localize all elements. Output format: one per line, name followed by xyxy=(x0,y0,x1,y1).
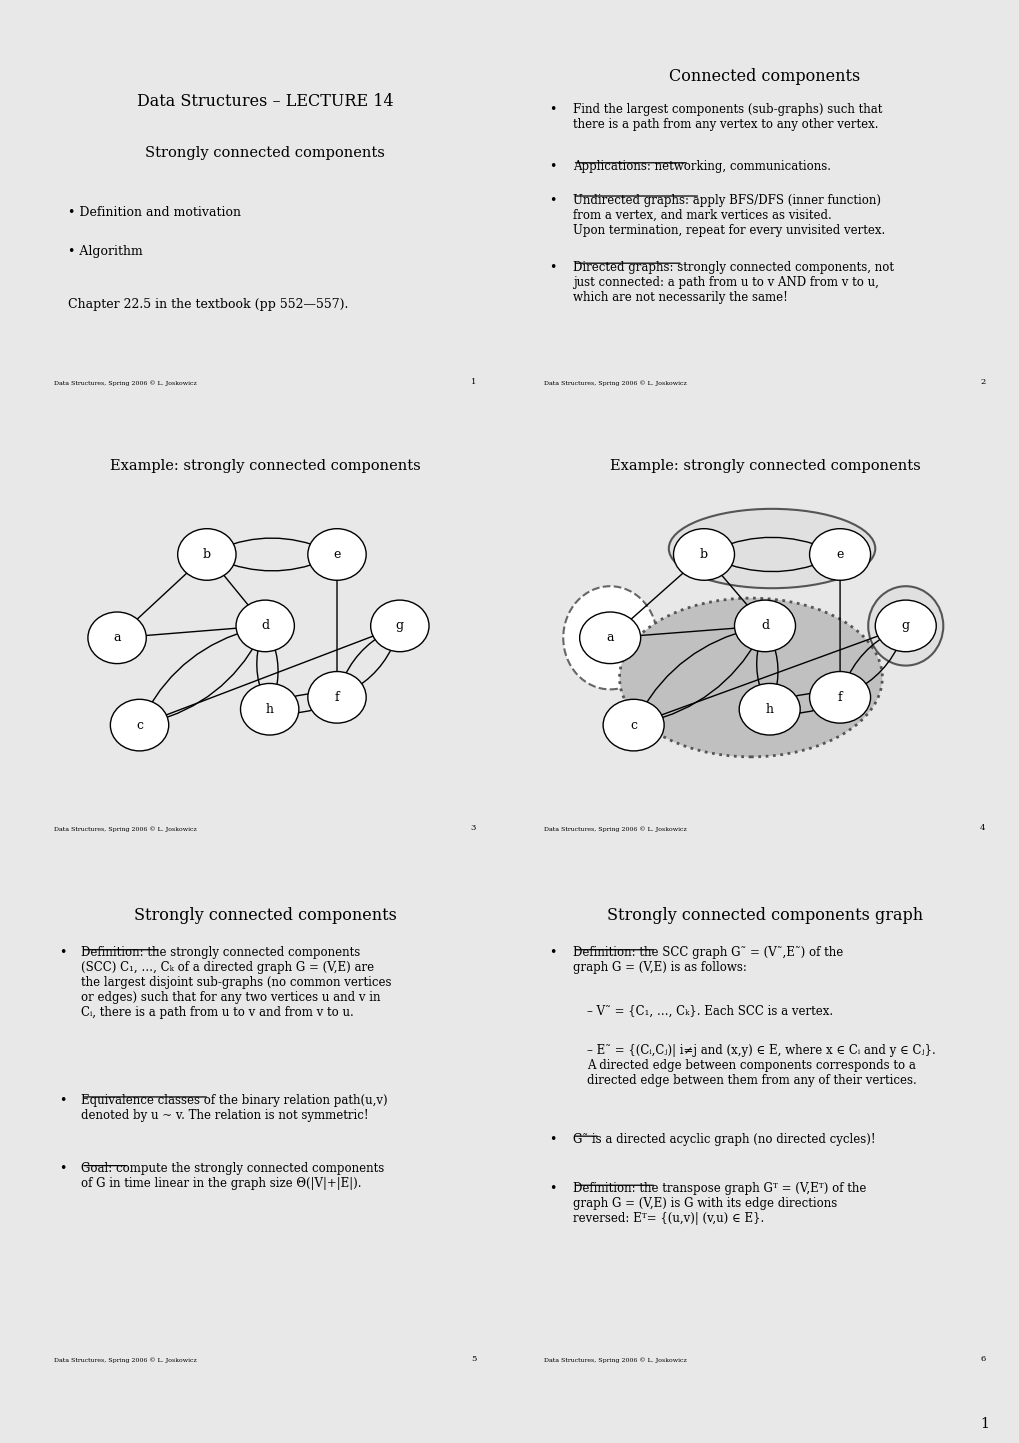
Text: Data Structures, Spring 2006 © L. Joskowicz: Data Structures, Spring 2006 © L. Joskow… xyxy=(54,1358,197,1364)
Text: Find the largest components (sub-graphs) such that
there is a path from any vert: Find the largest components (sub-graphs)… xyxy=(572,104,881,131)
Circle shape xyxy=(809,671,870,723)
Text: Connected components: Connected components xyxy=(668,68,860,85)
Text: 3: 3 xyxy=(471,824,476,833)
Text: •: • xyxy=(548,193,556,206)
Text: a: a xyxy=(606,631,613,645)
Text: 2: 2 xyxy=(979,378,984,387)
Circle shape xyxy=(673,528,734,580)
Text: Chapter 22.5 in the textbook (pp 552—557).: Chapter 22.5 in the textbook (pp 552—557… xyxy=(67,297,347,310)
Circle shape xyxy=(734,600,795,652)
Text: c: c xyxy=(136,719,143,732)
Text: 4: 4 xyxy=(979,824,984,833)
Text: Directed graphs: strongly connected components, not
just connected: a path from : Directed graphs: strongly connected comp… xyxy=(572,261,893,303)
Text: Data Structures, Spring 2006 © L. Joskowicz: Data Structures, Spring 2006 © L. Joskow… xyxy=(54,827,197,833)
Text: • Algorithm: • Algorithm xyxy=(67,245,143,258)
Text: •: • xyxy=(548,104,556,117)
Text: – V˜ = {C₁, …, Cₖ}. Each SCC is a vertex.: – V˜ = {C₁, …, Cₖ}. Each SCC is a vertex… xyxy=(586,1006,832,1019)
Text: Equivalence classes of the binary relation path(u,v)
denoted by u ~ v. The relat: Equivalence classes of the binary relati… xyxy=(82,1094,387,1121)
Text: Undirected graphs: apply BFS/DFS (inner function)
from a vertex, and mark vertic: Undirected graphs: apply BFS/DFS (inner … xyxy=(572,193,884,237)
Text: G˜ is a directed acyclic graph (no directed cycles)!: G˜ is a directed acyclic graph (no direc… xyxy=(572,1133,874,1146)
Text: b: b xyxy=(203,548,211,561)
Text: •: • xyxy=(59,1094,66,1107)
Ellipse shape xyxy=(668,509,874,589)
Text: 6: 6 xyxy=(979,1355,984,1364)
Text: 1: 1 xyxy=(471,378,476,387)
Text: Definition: the strongly connected components
(SCC) C₁, …, Cₖ of a directed grap: Definition: the strongly connected compo… xyxy=(82,947,391,1019)
Ellipse shape xyxy=(562,586,656,690)
Text: d: d xyxy=(261,619,269,632)
Text: c: c xyxy=(630,719,637,732)
Circle shape xyxy=(602,700,663,750)
Circle shape xyxy=(370,600,429,652)
Text: • Definition and motivation: • Definition and motivation xyxy=(67,206,240,219)
Circle shape xyxy=(110,700,168,750)
Text: g: g xyxy=(395,619,404,632)
Ellipse shape xyxy=(867,586,943,665)
Circle shape xyxy=(88,612,146,664)
Text: e: e xyxy=(836,548,843,561)
Text: •: • xyxy=(548,160,556,173)
Text: h: h xyxy=(265,703,273,716)
Text: •: • xyxy=(548,1133,556,1146)
Text: Definition: the SCC graph G˜ = (V˜,E˜) of the
graph G = (V,E) is as follows:: Definition: the SCC graph G˜ = (V˜,E˜) o… xyxy=(572,947,842,974)
Text: 1: 1 xyxy=(979,1417,988,1431)
Circle shape xyxy=(739,684,800,734)
Text: •: • xyxy=(548,947,556,960)
Text: – E˜ = {(Cᵢ,Cⱼ)| i≠j and (x,y) ∈ E, where x ∈ Cᵢ and y ∈ Cⱼ}.
A directed edge be: – E˜ = {(Cᵢ,Cⱼ)| i≠j and (x,y) ∈ E, wher… xyxy=(586,1045,934,1088)
Text: •: • xyxy=(59,947,66,960)
Text: Example: strongly connected components: Example: strongly connected components xyxy=(110,459,420,473)
Text: Strongly connected components: Strongly connected components xyxy=(145,146,385,160)
Text: a: a xyxy=(113,631,120,645)
Text: 5: 5 xyxy=(471,1355,476,1364)
Text: g: g xyxy=(901,619,909,632)
Text: b: b xyxy=(699,548,707,561)
Circle shape xyxy=(308,528,366,580)
Text: •: • xyxy=(548,1182,556,1195)
Text: Strongly connected components: Strongly connected components xyxy=(133,908,396,924)
Text: f: f xyxy=(837,691,842,704)
Text: f: f xyxy=(334,691,339,704)
Text: Definition: the transpose graph Gᵀ = (V,Eᵀ) of the
graph G = (V,E) is G with its: Definition: the transpose graph Gᵀ = (V,… xyxy=(572,1182,865,1225)
Text: •: • xyxy=(59,1162,66,1175)
Text: Applications: networking, communications.: Applications: networking, communications… xyxy=(572,160,829,173)
Circle shape xyxy=(240,684,299,734)
Text: Goal: compute the strongly connected components
of G in time linear in the graph: Goal: compute the strongly connected com… xyxy=(82,1162,384,1190)
Circle shape xyxy=(235,600,294,652)
Text: •: • xyxy=(548,261,556,274)
Text: Example: strongly connected components: Example: strongly connected components xyxy=(609,459,919,473)
Text: Data Structures – LECTURE 14: Data Structures – LECTURE 14 xyxy=(137,92,393,110)
Text: Data Structures, Spring 2006 © L. Joskowicz: Data Structures, Spring 2006 © L. Joskow… xyxy=(544,827,687,833)
Text: Data Structures, Spring 2006 © L. Joskowicz: Data Structures, Spring 2006 © L. Joskow… xyxy=(544,1358,687,1364)
Circle shape xyxy=(177,528,235,580)
Text: e: e xyxy=(333,548,340,561)
Circle shape xyxy=(874,600,935,652)
Text: Data Structures, Spring 2006 © L. Joskowicz: Data Structures, Spring 2006 © L. Joskow… xyxy=(54,381,197,387)
Circle shape xyxy=(579,612,640,664)
Circle shape xyxy=(809,528,870,580)
Text: h: h xyxy=(765,703,773,716)
Ellipse shape xyxy=(619,597,881,756)
Text: Strongly connected components graph: Strongly connected components graph xyxy=(606,908,922,924)
Circle shape xyxy=(308,671,366,723)
Text: d: d xyxy=(760,619,768,632)
Text: Data Structures, Spring 2006 © L. Joskowicz: Data Structures, Spring 2006 © L. Joskow… xyxy=(544,381,687,387)
